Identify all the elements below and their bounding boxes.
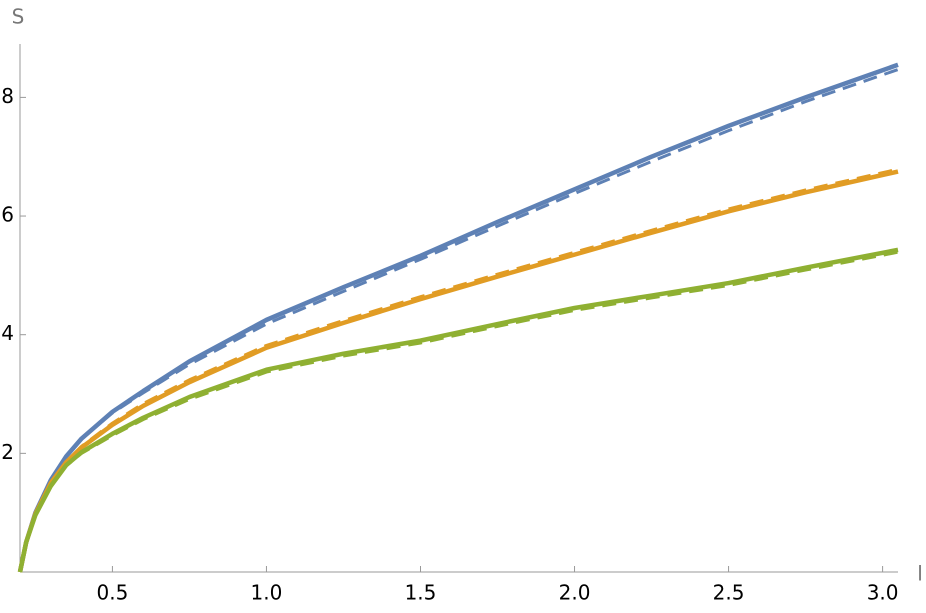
y-tick-label: 4 bbox=[1, 321, 14, 345]
dashed-line bbox=[18, 250, 899, 573]
x-tick-label: 0.5 bbox=[97, 581, 129, 605]
y-axis-title: S bbox=[12, 5, 25, 29]
x-axis-title: l bbox=[917, 562, 923, 586]
y-tick-label: 6 bbox=[1, 203, 14, 227]
x-tick-label: 2.5 bbox=[713, 581, 745, 605]
line bbox=[17, 247, 899, 573]
dashed-line bbox=[18, 167, 899, 573]
line bbox=[17, 169, 899, 573]
line bbox=[17, 62, 899, 573]
x-tick-label: 1.5 bbox=[405, 581, 437, 605]
x-tick-label: 2.0 bbox=[559, 581, 591, 605]
x-tick-label: 3.0 bbox=[867, 581, 899, 605]
y-tick-label: 2 bbox=[1, 440, 14, 464]
y-tick-label: 8 bbox=[1, 84, 14, 108]
dashed-line bbox=[18, 68, 899, 573]
x-tick-label: 1.0 bbox=[251, 581, 283, 605]
